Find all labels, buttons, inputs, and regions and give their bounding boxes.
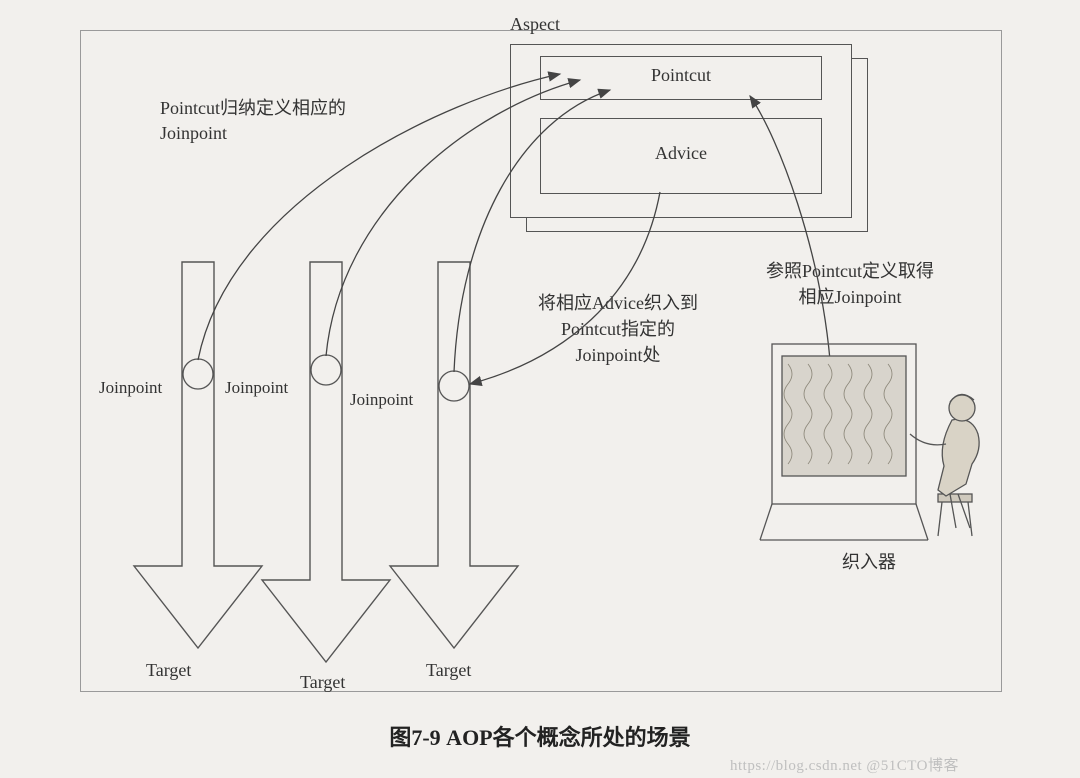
- arrow-label-loan-manage: 贷款管理: [317, 430, 343, 526]
- figure-caption: 图7-9 AOP各个概念所处的场景: [0, 720, 1080, 752]
- advice-weave-description: 将相应Advice织入到 Pointcut指定的 Joinpoint处: [538, 290, 698, 368]
- arrow-label-loan-apply: 贷款申请: [189, 430, 215, 526]
- aspect-label: Aspect: [510, 14, 560, 35]
- target-label-3: Target: [426, 660, 471, 681]
- pointcut-box: Pointcut: [540, 56, 822, 100]
- target-label-2: Target: [300, 672, 345, 693]
- arrow-label-cash-manage: 入出金管理: [445, 418, 471, 538]
- target-label-1: Target: [146, 660, 191, 681]
- joinpoint-label-2: Joinpoint: [225, 378, 288, 398]
- watermark-text: https://blog.csdn.net @51CTO博客: [730, 754, 959, 775]
- reference-description: 参照Pointcut定义取得 相应Joinpoint: [766, 258, 934, 310]
- joinpoint-label-3: Joinpoint: [350, 390, 413, 410]
- diagram-canvas: Aspect Pointcut Advice Pointcut归纳定义相应的 J…: [0, 0, 1080, 778]
- pointcut-label: Pointcut: [541, 57, 821, 86]
- advice-label: Advice: [541, 119, 821, 164]
- joinpoint-label-1: Joinpoint: [99, 378, 162, 398]
- advice-box: Advice: [540, 118, 822, 194]
- pointcut-description: Pointcut归纳定义相应的 Joinpoint: [160, 96, 346, 146]
- weaver-label: 织入器: [842, 548, 896, 574]
